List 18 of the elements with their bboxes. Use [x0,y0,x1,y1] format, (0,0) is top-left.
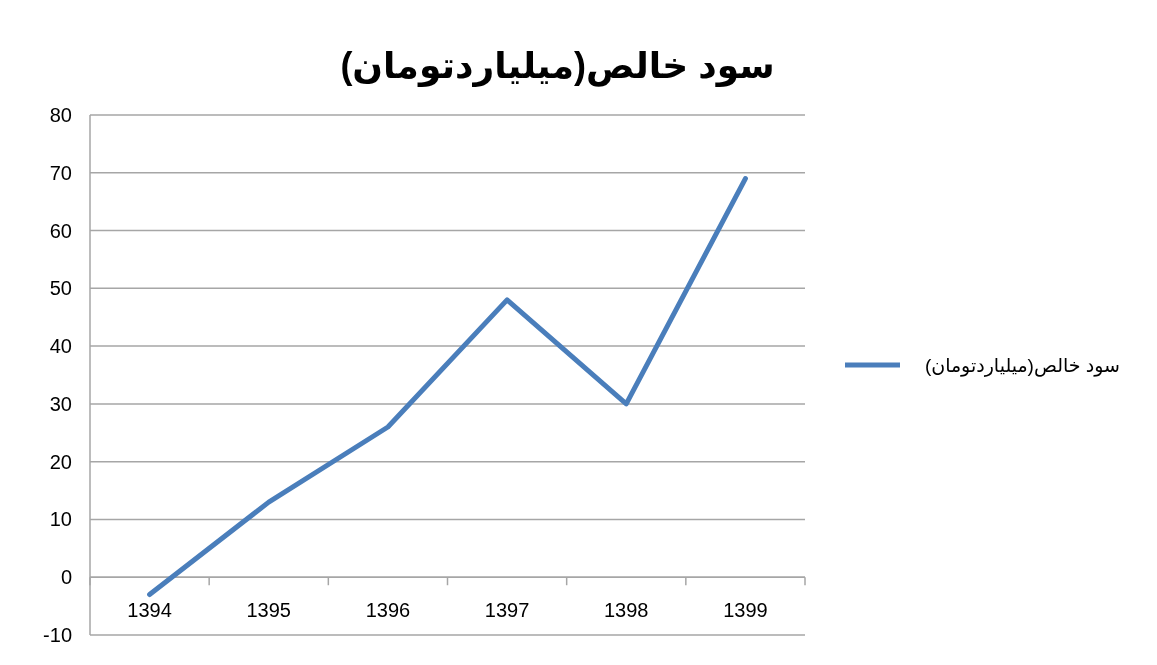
y-tick-label: 40 [49,335,72,358]
y-tick-label: 0 [60,566,72,589]
x-tick-label: 1397 [484,599,530,622]
y-tick-label: 20 [49,450,72,473]
x-tick-label: 1395 [246,599,291,622]
x-tick-label: 1399 [723,599,768,622]
y-tick-label: -10 [43,624,72,646]
y-tick-label: 10 [49,508,72,531]
y-tick-label: 60 [49,219,72,242]
y-tick-label: 30 [49,392,72,415]
legend-label: سود خالص(میلیاردتومان) [924,355,1120,377]
x-tick-label: 1398 [604,599,649,622]
y-tick-label: 80 [49,104,72,126]
x-tick-label: 1396 [365,599,411,622]
chart-title: سود خالص(میلیاردتومان) [340,45,775,87]
y-tick-label: 70 [49,161,72,184]
y-tick-label: 50 [49,277,72,300]
x-tick-label: 1394 [127,599,172,622]
